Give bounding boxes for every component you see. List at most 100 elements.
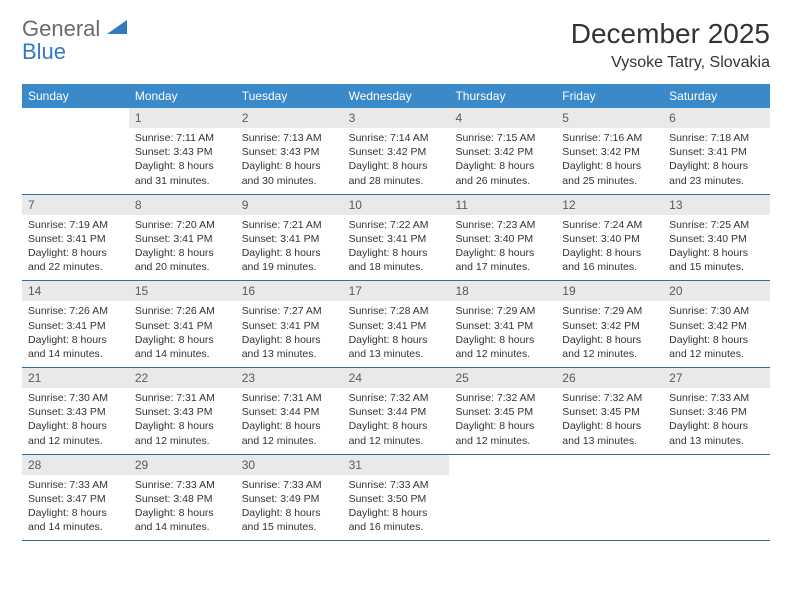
sunset-text: Sunset: 3:43 PM [28,405,123,419]
date-number: 12 [556,195,663,215]
day-details: Sunrise: 7:25 AMSunset: 3:40 PMDaylight:… [663,215,770,281]
day-cell: 21 Sunrise: 7:30 AMSunset: 3:43 PMDayligh… [22,368,129,454]
day-cell [663,455,770,541]
daylight-text: Daylight: 8 hours and 13 minutes. [349,333,444,361]
daylight-text: Daylight: 8 hours and 25 minutes. [562,159,657,187]
sunset-text: Sunset: 3:42 PM [455,145,550,159]
sunrise-text: Sunrise: 7:32 AM [349,391,444,405]
day-cell: 10Sunrise: 7:22 AMSunset: 3:41 PMDayligh… [343,195,450,281]
date-number: 15 [129,281,236,301]
day-cell: 17Sunrise: 7:28 AMSunset: 3:41 PMDayligh… [343,281,450,367]
sunrise-text: Sunrise: 7:26 AM [135,304,230,318]
date-number: 31 [343,455,450,475]
sunset-text: Sunset: 3:44 PM [349,405,444,419]
day-header-thu: Thursday [449,84,556,108]
date-number: 6 [663,108,770,128]
sunset-text: Sunset: 3:45 PM [562,405,657,419]
sunrise-text: Sunrise: 7:32 AM [455,391,550,405]
sunrise-text: Sunrise: 7:30 AM [28,391,123,405]
day-cell: 24Sunrise: 7:32 AMSunset: 3:44 PMDayligh… [343,368,450,454]
sunrise-text: Sunrise: 7:28 AM [349,304,444,318]
day-details: Sunrise: 7:26 AMSunset: 3:41 PMDaylight:… [129,301,236,367]
daylight-text: Daylight: 8 hours and 30 minutes. [242,159,337,187]
date-number: 1 [129,108,236,128]
date-number: 3 [343,108,450,128]
sunrise-text: Sunrise: 7:11 AM [135,131,230,145]
date-number: 5 [556,108,663,128]
day-details: Sunrise: 7:22 AMSunset: 3:41 PMDaylight:… [343,215,450,281]
day-details: Sunrise: 7:23 AMSunset: 3:40 PMDaylight:… [449,215,556,281]
date-number: 14 [22,281,129,301]
sunset-text: Sunset: 3:43 PM [135,405,230,419]
week-row: 1Sunrise: 7:11 AMSunset: 3:43 PMDaylight… [22,108,770,195]
day-cell: 19Sunrise: 7:29 AMSunset: 3:42 PMDayligh… [556,281,663,367]
day-header-wed: Wednesday [343,84,450,108]
day-header-mon: Monday [129,84,236,108]
daylight-text: Daylight: 8 hours and 16 minutes. [349,506,444,534]
date-number: 26 [556,368,663,388]
sunrise-text: Sunrise: 7:33 AM [242,478,337,492]
weeks-container: 1Sunrise: 7:11 AMSunset: 3:43 PMDaylight… [22,108,770,541]
day-details: Sunrise: 7:28 AMSunset: 3:41 PMDaylight:… [343,301,450,367]
day-details: Sunrise: 7:29 AMSunset: 3:41 PMDaylight:… [449,301,556,367]
sunrise-text: Sunrise: 7:33 AM [349,478,444,492]
daylight-text: Daylight: 8 hours and 12 minutes. [455,333,550,361]
sunset-text: Sunset: 3:42 PM [349,145,444,159]
daylight-text: Daylight: 8 hours and 26 minutes. [455,159,550,187]
daylight-text: Daylight: 8 hours and 12 minutes. [28,419,123,447]
sunset-text: Sunset: 3:42 PM [562,145,657,159]
day-details: Sunrise: 7:19 AMSunset: 3:41 PMDaylight:… [22,215,129,281]
date-number: 8 [129,195,236,215]
day-cell: 14Sunrise: 7:26 AMSunset: 3:41 PMDayligh… [22,281,129,367]
date-number: 13 [663,195,770,215]
day-cell: 6Sunrise: 7:18 AMSunset: 3:41 PMDaylight… [663,108,770,194]
calendar-grid: Sunday Monday Tuesday Wednesday Thursday… [22,84,770,541]
sunset-text: Sunset: 3:48 PM [135,492,230,506]
day-header-fri: Friday [556,84,663,108]
day-cell: 25Sunrise: 7:32 AMSunset: 3:45 PMDayligh… [449,368,556,454]
day-cell: 16Sunrise: 7:27 AMSunset: 3:41 PMDayligh… [236,281,343,367]
sunset-text: Sunset: 3:41 PM [669,145,764,159]
daylight-text: Daylight: 8 hours and 14 minutes. [135,506,230,534]
sunset-text: Sunset: 3:50 PM [349,492,444,506]
date-number: 9 [236,195,343,215]
day-details [556,455,663,464]
sunset-text: Sunset: 3:41 PM [135,319,230,333]
sunrise-text: Sunrise: 7:29 AM [455,304,550,318]
day-details: Sunrise: 7:33 AMSunset: 3:48 PMDaylight:… [129,475,236,541]
daylight-text: Daylight: 8 hours and 23 minutes. [669,159,764,187]
location-label: Vysoke Tatry, Slovakia [571,54,770,72]
day-cell: 20Sunrise: 7:30 AMSunset: 3:42 PMDayligh… [663,281,770,367]
daylight-text: Daylight: 8 hours and 13 minutes. [562,419,657,447]
sunset-text: Sunset: 3:43 PM [242,145,337,159]
day-cell: 9Sunrise: 7:21 AMSunset: 3:41 PMDaylight… [236,195,343,281]
day-cell: 26Sunrise: 7:32 AMSunset: 3:45 PMDayligh… [556,368,663,454]
date-number: 10 [343,195,450,215]
day-cell: 28Sunrise: 7:33 AMSunset: 3:47 PMDayligh… [22,455,129,541]
sunset-text: Sunset: 3:40 PM [455,232,550,246]
day-details: Sunrise: 7:31 AMSunset: 3:43 PMDaylight:… [129,388,236,454]
daylight-text: Daylight: 8 hours and 14 minutes. [28,506,123,534]
sunrise-text: Sunrise: 7:15 AM [455,131,550,145]
day-cell: 23Sunrise: 7:31 AMSunset: 3:44 PMDayligh… [236,368,343,454]
day-details: Sunrise: 7:33 AMSunset: 3:50 PMDaylight:… [343,475,450,541]
day-cell: 18Sunrise: 7:29 AMSunset: 3:41 PMDayligh… [449,281,556,367]
day-details: Sunrise: 7:16 AMSunset: 3:42 PMDaylight:… [556,128,663,194]
sunset-text: Sunset: 3:44 PM [242,405,337,419]
sunrise-text: Sunrise: 7:20 AM [135,218,230,232]
daylight-text: Daylight: 8 hours and 19 minutes. [242,246,337,274]
sunset-text: Sunset: 3:42 PM [562,319,657,333]
day-cell: 11Sunrise: 7:23 AMSunset: 3:40 PMDayligh… [449,195,556,281]
day-details: Sunrise: 7:33 AMSunset: 3:47 PMDaylight:… [22,475,129,541]
day-details: Sunrise: 7:32 AMSunset: 3:45 PMDaylight:… [449,388,556,454]
day-header-row: Sunday Monday Tuesday Wednesday Thursday… [22,84,770,108]
day-cell: 12Sunrise: 7:24 AMSunset: 3:40 PMDayligh… [556,195,663,281]
day-header-sat: Saturday [663,84,770,108]
triangle-icon [107,18,127,39]
day-cell: 1Sunrise: 7:11 AMSunset: 3:43 PMDaylight… [129,108,236,194]
sunrise-text: Sunrise: 7:21 AM [242,218,337,232]
date-number: 21 [22,368,129,388]
sunrise-text: Sunrise: 7:30 AM [669,304,764,318]
sunset-text: Sunset: 3:45 PM [455,405,550,419]
sunrise-text: Sunrise: 7:13 AM [242,131,337,145]
